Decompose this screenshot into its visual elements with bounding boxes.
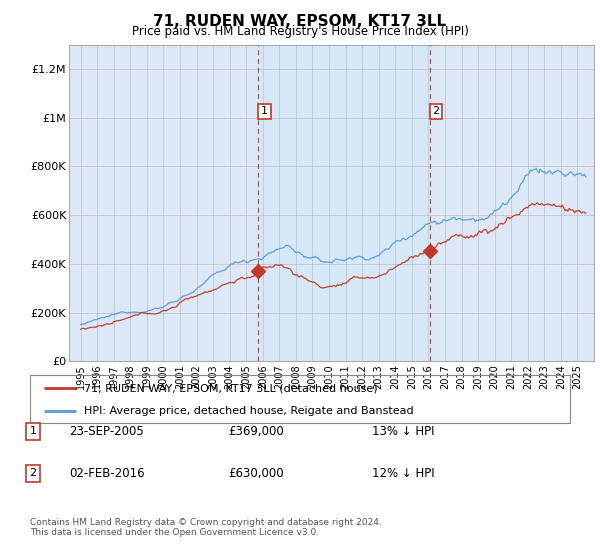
- Text: 12% ↓ HPI: 12% ↓ HPI: [372, 466, 434, 480]
- Text: 2: 2: [433, 106, 439, 116]
- Text: £369,000: £369,000: [228, 424, 284, 438]
- Text: Contains HM Land Registry data © Crown copyright and database right 2024.
This d: Contains HM Land Registry data © Crown c…: [30, 518, 382, 538]
- Text: £630,000: £630,000: [228, 466, 284, 480]
- Text: 2: 2: [29, 468, 37, 478]
- Text: 23-SEP-2005: 23-SEP-2005: [69, 424, 144, 438]
- Text: 13% ↓ HPI: 13% ↓ HPI: [372, 424, 434, 438]
- Text: 71, RUDEN WAY, EPSOM, KT17 3LL: 71, RUDEN WAY, EPSOM, KT17 3LL: [154, 14, 446, 29]
- Bar: [258, 45, 430, 361]
- Text: 02-FEB-2016: 02-FEB-2016: [69, 466, 145, 480]
- Text: 1: 1: [261, 106, 268, 116]
- Text: 1: 1: [29, 426, 37, 436]
- Text: HPI: Average price, detached house, Reigate and Banstead: HPI: Average price, detached house, Reig…: [84, 406, 413, 416]
- Text: 71, RUDEN WAY, EPSOM, KT17 3LL (detached house): 71, RUDEN WAY, EPSOM, KT17 3LL (detached…: [84, 383, 377, 393]
- Text: Price paid vs. HM Land Registry's House Price Index (HPI): Price paid vs. HM Land Registry's House …: [131, 25, 469, 38]
